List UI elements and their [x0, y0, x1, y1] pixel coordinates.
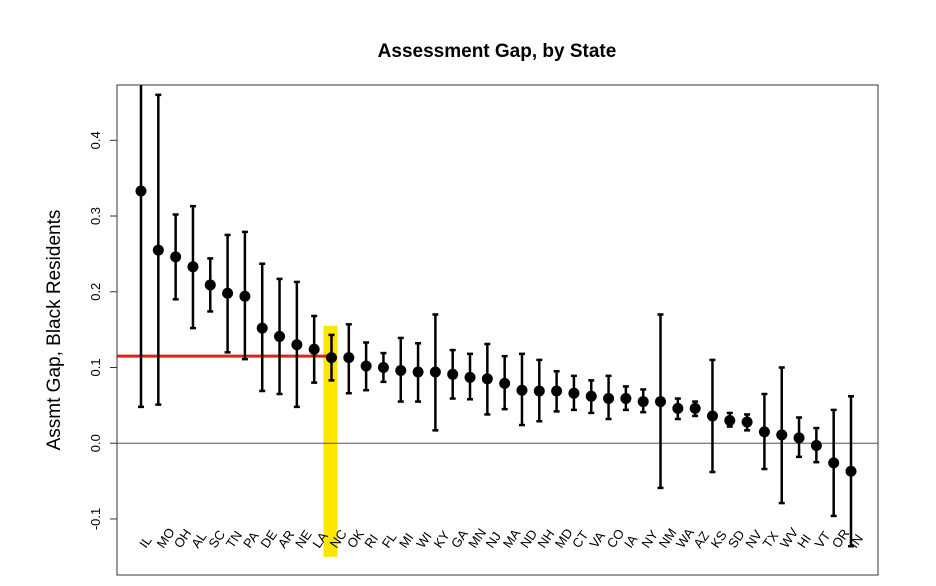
data-point-or	[828, 457, 840, 469]
data-point-ri	[360, 360, 372, 372]
y-tick-label: 0.2	[88, 283, 103, 301]
data-point-ky	[429, 366, 441, 378]
y-tick-label: 0.3	[88, 207, 103, 225]
data-point-nv	[741, 416, 753, 428]
y-tick-label: 0.1	[88, 358, 103, 376]
data-point-md	[551, 385, 563, 397]
x-tick-label: IL	[136, 533, 155, 550]
y-tick-label: -0.1	[88, 508, 103, 530]
x-tick-label: WI	[413, 529, 434, 551]
data-point-wv	[776, 429, 788, 441]
data-point-hi	[793, 432, 805, 444]
data-point-pa	[239, 290, 251, 302]
x-tick-label: AL	[188, 529, 209, 551]
data-point-oh	[170, 251, 182, 263]
data-point-nd	[516, 384, 528, 396]
y-tick-label: 0.0	[88, 434, 103, 452]
data-point-il	[135, 185, 147, 197]
data-point-nh	[533, 385, 545, 397]
data-point-va	[585, 390, 597, 402]
data-point-ny	[637, 396, 649, 408]
data-point-mn	[464, 371, 476, 383]
data-point-de	[256, 322, 268, 334]
x-tick-label: FL	[379, 530, 400, 551]
data-point-ne	[291, 339, 303, 351]
data-point-tn	[222, 287, 234, 299]
data-point-ma	[499, 377, 511, 389]
data-point-vt	[810, 439, 822, 451]
highlight-bar	[323, 325, 338, 557]
data-point-nc	[325, 352, 337, 364]
data-point-ct	[568, 387, 580, 399]
y-tick-label: 0.4	[88, 131, 103, 149]
data-point-ar	[274, 330, 286, 342]
data-point-la	[308, 343, 320, 355]
data-point-al	[187, 261, 199, 273]
data-point-fl	[377, 361, 389, 373]
data-point-wi	[412, 366, 424, 378]
data-point-nm	[655, 396, 667, 408]
x-tick-label: MI	[396, 530, 417, 550]
data-point-in	[845, 465, 857, 477]
chart-title: Assessment Gap, by State	[378, 41, 617, 62]
y-axis-label: Assmt Gap, Black Residents	[44, 210, 65, 451]
data-point-mo	[152, 244, 164, 256]
data-point-ok	[343, 352, 355, 364]
x-tick-label: NJ	[483, 529, 504, 551]
data-point-sd	[724, 415, 736, 427]
data-point-nj	[481, 373, 493, 385]
data-point-co	[603, 393, 615, 405]
data-point-wa	[672, 402, 684, 414]
data-point-sc	[204, 279, 216, 291]
data-point-ia	[620, 393, 632, 405]
plot-frame	[116, 84, 879, 576]
data-point-ks	[706, 410, 718, 422]
data-point-tx	[758, 426, 770, 438]
data-point-mi	[395, 365, 407, 377]
data-point-az	[689, 402, 701, 414]
data-point-ga	[447, 368, 459, 380]
